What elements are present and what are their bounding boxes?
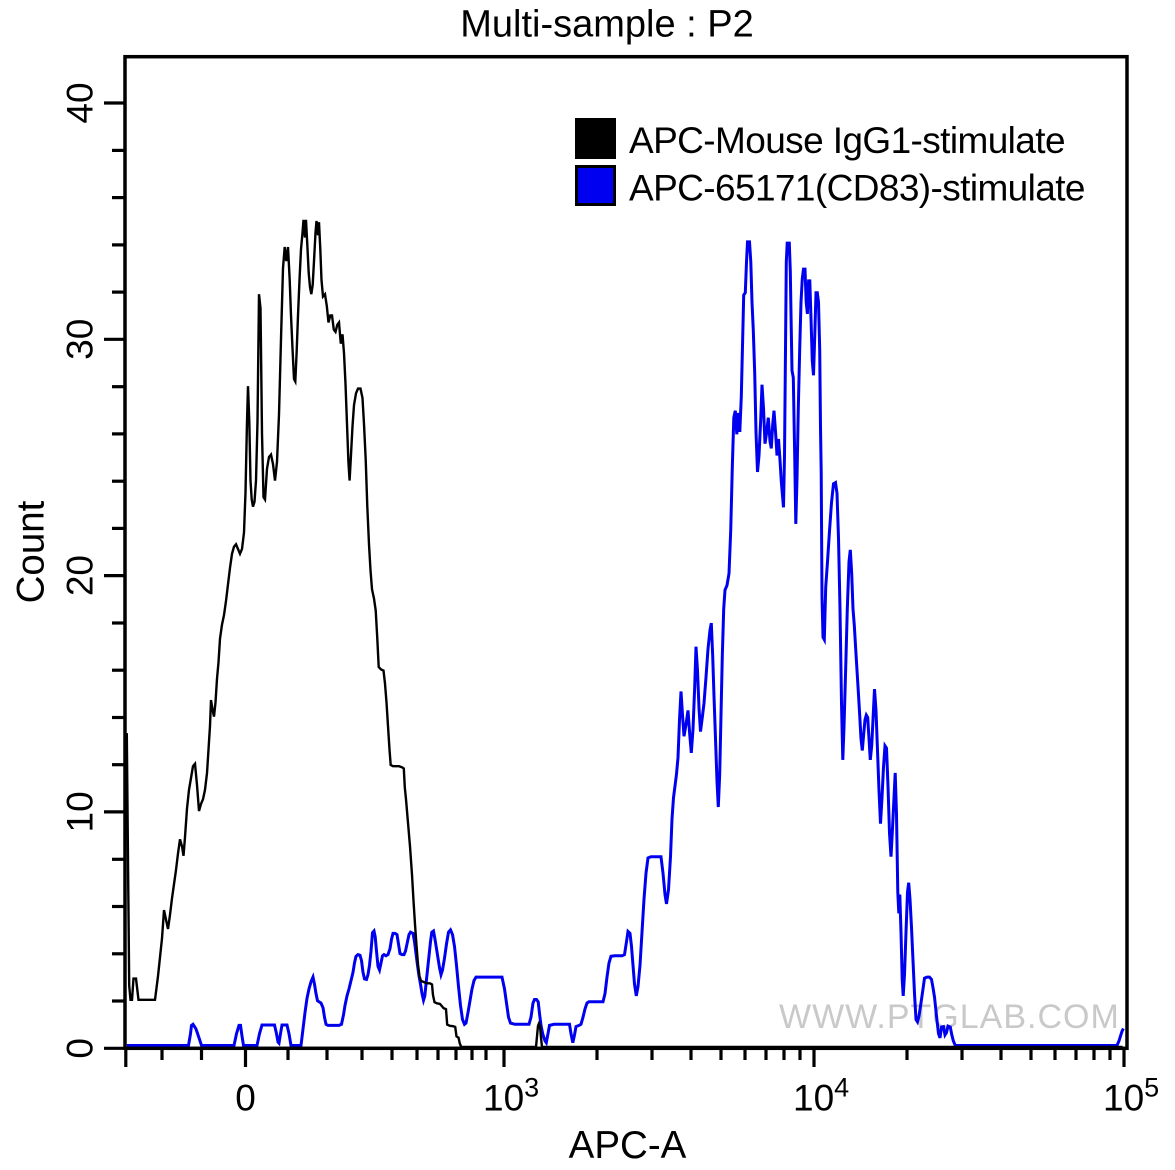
svg-text:30: 30 — [60, 319, 101, 360]
svg-text:20: 20 — [60, 555, 101, 596]
svg-text:40: 40 — [60, 82, 101, 123]
svg-text:Count: Count — [10, 500, 53, 603]
svg-text:103: 103 — [483, 1073, 539, 1119]
svg-text:Multi-sample : P2: Multi-sample : P2 — [460, 4, 754, 46]
svg-text:APC-A: APC-A — [569, 1124, 687, 1165]
svg-text:WWW.PTGLAB.COM: WWW.PTGLAB.COM — [779, 998, 1120, 1036]
svg-text:APC-65171(CD83)-stimulate: APC-65171(CD83)-stimulate — [629, 168, 1085, 209]
svg-text:0: 0 — [235, 1078, 256, 1119]
svg-text:0: 0 — [60, 1038, 101, 1059]
svg-text:10: 10 — [60, 791, 101, 832]
svg-text:APC-Mouse IgG1-stimulate: APC-Mouse IgG1-stimulate — [629, 120, 1065, 161]
